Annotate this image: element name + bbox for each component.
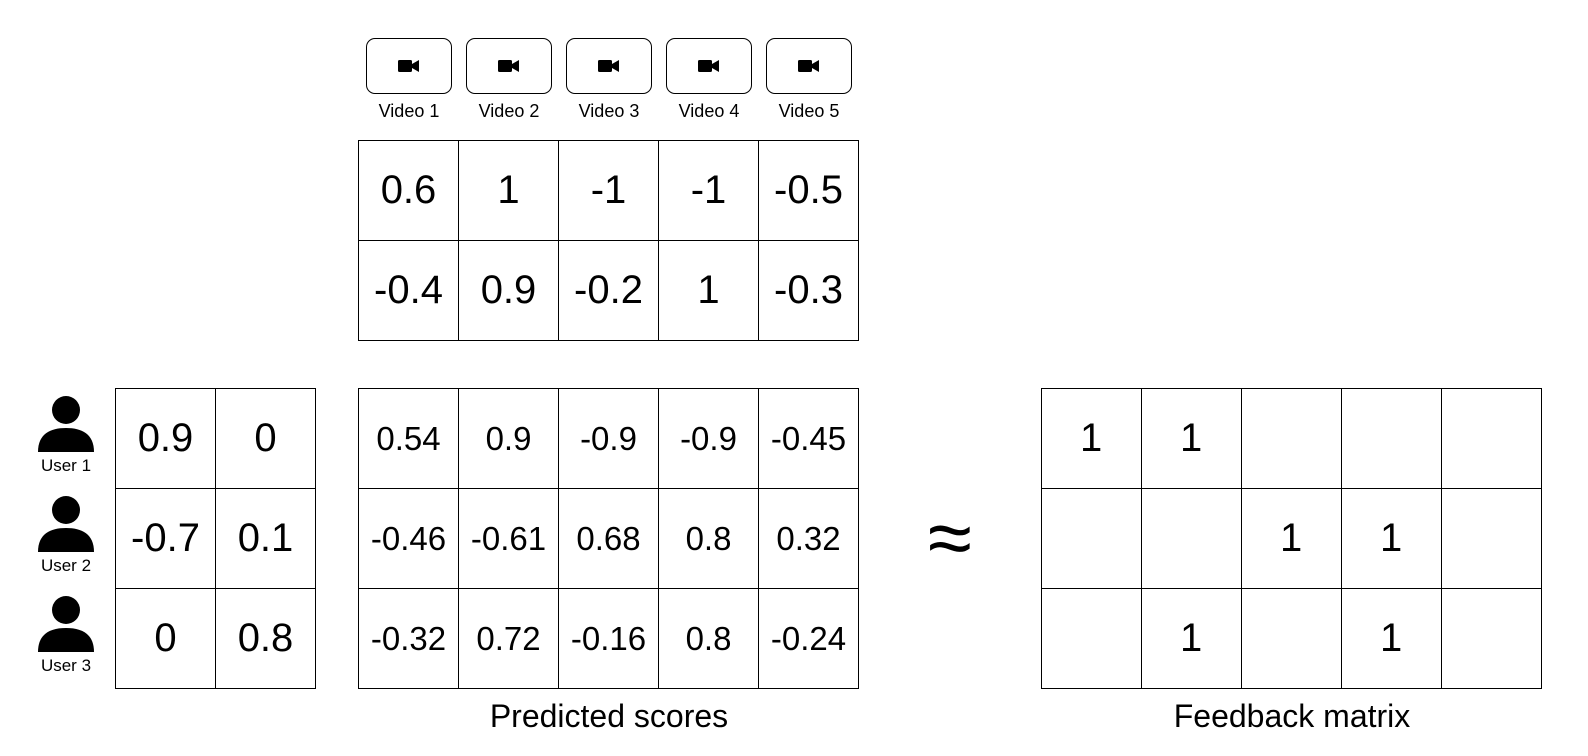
video-camera-icon xyxy=(598,60,619,72)
video-embedding-cell: 0.9 xyxy=(459,241,559,341)
predicted-score-cell: 0.54 xyxy=(359,389,459,489)
predicted-score-cell: -0.24 xyxy=(759,589,859,689)
user-embedding-cell: 0.1 xyxy=(216,489,316,589)
predicted-score-cell: 0.8 xyxy=(659,489,759,589)
video-embedding-cell: -0.5 xyxy=(759,141,859,241)
video-camera-icon xyxy=(398,60,419,72)
person-icon xyxy=(38,596,94,652)
feedback-cell xyxy=(1042,489,1142,589)
feedback-cell xyxy=(1042,589,1142,689)
feedback-cell xyxy=(1442,489,1542,589)
video-embedding-matrix: 0.6 1 -1 -1 -0.5 -0.4 0.9 -0.2 1 -0.3 xyxy=(358,140,859,341)
feedback-cell: 1 xyxy=(1142,589,1242,689)
video-label: Video 1 xyxy=(378,101,440,121)
video-camera-icon xyxy=(498,60,519,72)
user-1: User 1 xyxy=(30,394,102,476)
feedback-cell xyxy=(1342,389,1442,489)
predicted-score-cell: 0.68 xyxy=(559,489,659,589)
predicted-score-cell: -0.45 xyxy=(759,389,859,489)
person-icon xyxy=(38,396,94,452)
feedback-cell xyxy=(1242,389,1342,489)
video-embedding-cell: -1 xyxy=(659,141,759,241)
feedback-cell: 1 xyxy=(1242,489,1342,589)
predicted-score-cell: 0.9 xyxy=(459,389,559,489)
feedback-cell xyxy=(1442,389,1542,489)
video-embedding-cell: -0.2 xyxy=(559,241,659,341)
predicted-score-cell: -0.32 xyxy=(359,589,459,689)
user-embedding-cell: 0.9 xyxy=(116,389,216,489)
user-embedding-cell: 0 xyxy=(116,589,216,689)
feedback-cell: 1 xyxy=(1342,489,1442,589)
video-2-button[interactable] xyxy=(466,38,552,94)
video-3-button[interactable] xyxy=(566,38,652,94)
user-embedding-cell: 0 xyxy=(216,389,316,489)
video-embedding-cell: 1 xyxy=(459,141,559,241)
predicted-score-cell: -0.9 xyxy=(659,389,759,489)
video-embedding-cell: 1 xyxy=(659,241,759,341)
user-label: User 2 xyxy=(40,556,92,575)
video-label: Video 2 xyxy=(478,101,540,121)
video-camera-icon xyxy=(698,60,719,72)
predicted-score-cell: 0.32 xyxy=(759,489,859,589)
predicted-score-cell: 0.8 xyxy=(659,589,759,689)
feedback-matrix-caption: Feedback matrix xyxy=(1173,698,1411,734)
video-label: Video 5 xyxy=(778,101,840,121)
feedback-cell: 1 xyxy=(1042,389,1142,489)
person-icon xyxy=(38,496,94,552)
predicted-score-cell: -0.61 xyxy=(459,489,559,589)
user-embedding-cell: -0.7 xyxy=(116,489,216,589)
video-camera-icon xyxy=(798,60,819,72)
feedback-cell: 1 xyxy=(1142,389,1242,489)
feedback-cell: 1 xyxy=(1342,589,1442,689)
user-2: User 2 xyxy=(30,494,102,576)
user-label: User 1 xyxy=(40,456,92,475)
video-embedding-cell: -0.3 xyxy=(759,241,859,341)
predicted-score-cell: -0.16 xyxy=(559,589,659,689)
video-embedding-cell: -1 xyxy=(559,141,659,241)
feedback-cell xyxy=(1242,589,1342,689)
predicted-score-cell: -0.46 xyxy=(359,489,459,589)
feedback-cell xyxy=(1442,589,1542,689)
feedback-cell xyxy=(1142,489,1242,589)
video-1-button[interactable] xyxy=(366,38,452,94)
video-embedding-cell: -0.4 xyxy=(359,241,459,341)
video-label: Video 4 xyxy=(678,101,740,121)
predicted-score-cell: 0.72 xyxy=(459,589,559,689)
predicted-score-cell: -0.9 xyxy=(559,389,659,489)
user-embedding-cell: 0.8 xyxy=(216,589,316,689)
video-4-button[interactable] xyxy=(666,38,752,94)
approximately-equal-symbol: ≈ xyxy=(928,493,972,582)
video-5-button[interactable] xyxy=(766,38,852,94)
user-embedding-matrix: 0.9 0 -0.7 0.1 0 0.8 xyxy=(115,388,316,689)
predicted-scores-matrix: 0.54 0.9 -0.9 -0.9 -0.45 -0.46 -0.61 0.68 0.8 0.3… xyxy=(358,388,859,689)
user-3: User 3 xyxy=(30,594,102,676)
video-embedding-cell: 0.6 xyxy=(359,141,459,241)
predicted-scores-caption: Predicted scores xyxy=(489,698,729,734)
video-label: Video 3 xyxy=(578,101,640,121)
user-label: User 3 xyxy=(40,656,92,675)
